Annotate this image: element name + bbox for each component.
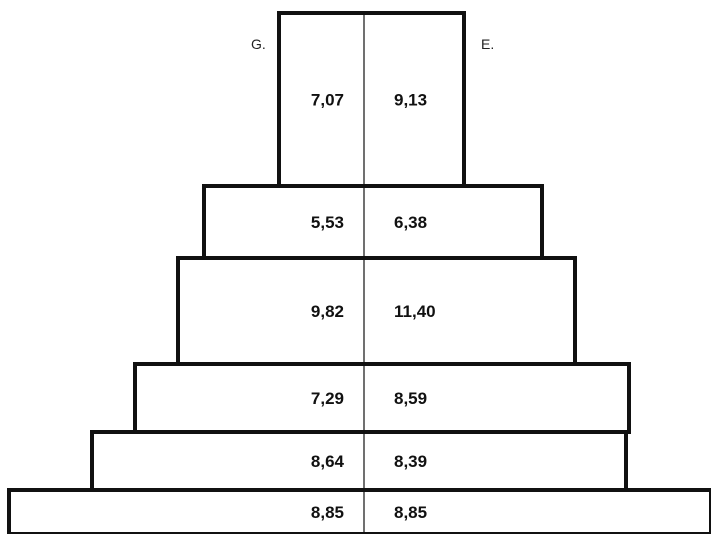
right-value-label: 8,85 <box>394 503 427 522</box>
right-value-label: 9,13 <box>394 91 427 110</box>
right-value-label: 8,39 <box>394 452 427 471</box>
right-value-label: 11,40 <box>394 302 436 321</box>
right-value-label: 8,59 <box>394 389 427 408</box>
left-value-label: 7,07 <box>311 91 344 110</box>
pyramid-bar <box>202 184 544 260</box>
left-value-label: 8,85 <box>311 503 344 522</box>
pyramid-bar <box>7 488 711 534</box>
pyramid-bar <box>176 256 577 366</box>
left-value-label: 9,82 <box>311 302 344 321</box>
left-value-label: 7,29 <box>311 389 344 408</box>
value-labels-layer: 7,07 9,13 5,53 6,38 9,82 11,40 7,29 8,59 8,64 8,3… <box>311 91 436 523</box>
right-side-label: E. <box>481 36 494 52</box>
left-value-label: 8,64 <box>311 452 345 471</box>
pyramid-bar <box>133 362 631 434</box>
left-side-label: G. <box>251 36 266 52</box>
pyramid-bar <box>90 430 628 492</box>
bars-layer <box>7 11 711 534</box>
right-value-label: 6,38 <box>394 213 427 232</box>
pyramid-bar <box>277 11 466 188</box>
left-value-label: 5,53 <box>311 213 344 232</box>
